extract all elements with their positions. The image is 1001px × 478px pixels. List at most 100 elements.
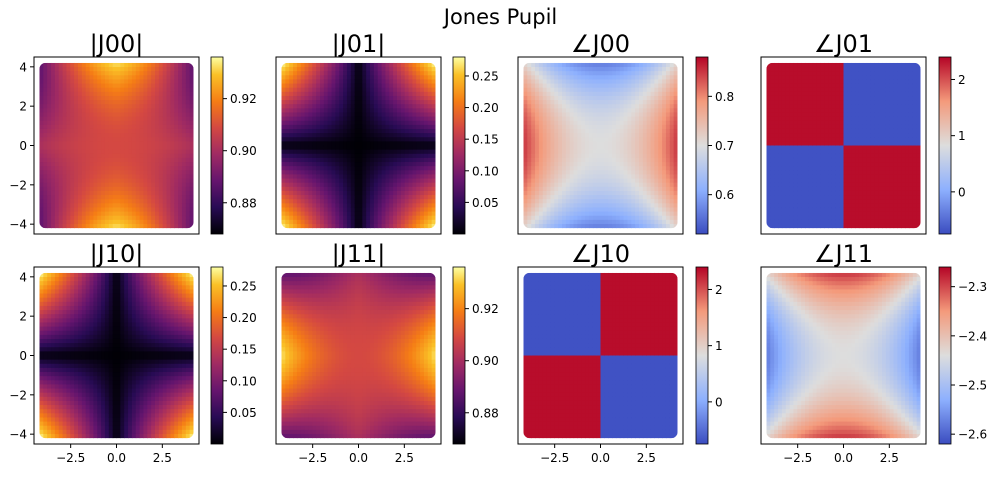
heatmap-cell — [331, 95, 336, 101]
heatmap-cell — [185, 223, 191, 229]
heatmap-cell — [427, 166, 433, 171]
heatmap-cell — [128, 170, 133, 176]
heatmap-cell — [170, 141, 175, 147]
heatmap-cell — [97, 128, 102, 134]
heatmap-cell — [646, 83, 652, 89]
heatmap-cell — [89, 141, 94, 147]
heatmap-cell — [300, 112, 306, 118]
heatmap-cell — [381, 186, 387, 192]
heatmap-cell — [181, 166, 187, 171]
heatmap-cell — [431, 203, 436, 209]
heatmap-cell — [97, 182, 102, 188]
heatmap-cell — [577, 170, 582, 176]
heatmap-cell — [635, 207, 640, 213]
heatmap-cell — [139, 91, 145, 97]
heatmap-cell — [373, 215, 379, 221]
heatmap-cell — [665, 207, 671, 213]
heatmap-cell — [78, 186, 83, 192]
heatmap-cell — [562, 178, 567, 184]
heatmap-cell — [665, 112, 671, 118]
heatmap-cell — [128, 95, 133, 101]
heatmap-cell — [427, 211, 433, 217]
heatmap-cell — [166, 149, 171, 155]
heatmap-cell — [316, 211, 321, 217]
heatmap-cell — [612, 207, 617, 213]
heatmap-cell — [612, 108, 617, 114]
heatmap-cell — [185, 166, 191, 171]
heatmap-cell — [316, 186, 321, 192]
heatmap-cell — [431, 211, 436, 217]
heatmap-cell — [289, 223, 294, 229]
heatmap-cell — [642, 182, 648, 188]
heatmap-cell — [116, 178, 121, 184]
heatmap-cell — [362, 108, 367, 114]
heatmap-cell — [327, 133, 333, 138]
heatmap-cell — [58, 203, 64, 209]
heatmap-cell — [304, 182, 310, 188]
heatmap-cell — [120, 137, 125, 142]
heatmap-cell — [320, 162, 325, 167]
heatmap-cell — [174, 207, 179, 213]
heatmap-cell — [639, 124, 644, 130]
heatmap-cell — [531, 211, 536, 217]
heatmap-cell — [558, 108, 563, 114]
heatmap-cell — [139, 62, 145, 68]
heatmap-cell — [431, 128, 436, 134]
heatmap-cell — [108, 133, 114, 138]
heatmap-cell — [639, 95, 644, 101]
heatmap-cell — [78, 182, 83, 188]
heatmap-cell — [335, 83, 340, 89]
heatmap-cell — [408, 178, 413, 184]
heatmap-cell — [778, 149, 783, 155]
heatmap-cell — [128, 137, 133, 142]
heatmap-cell — [101, 128, 106, 134]
heatmap-cell — [346, 91, 352, 97]
heatmap-cell — [373, 211, 379, 217]
heatmap-cell — [135, 162, 141, 167]
heatmap-cell — [350, 91, 356, 97]
heatmap-cell — [642, 195, 648, 200]
heatmap-cell — [766, 128, 771, 134]
heatmap-cell — [523, 186, 528, 192]
heatmap-cell — [592, 137, 598, 142]
heatmap-cell — [400, 120, 406, 126]
heatmap-cell — [400, 223, 406, 229]
heatmap-cell — [320, 91, 325, 97]
heatmap-cell — [281, 124, 286, 130]
heatmap-cell — [635, 195, 640, 200]
heatmap-cell — [139, 108, 145, 114]
heatmap-cell — [101, 195, 106, 200]
heatmap-cell — [158, 199, 164, 204]
heatmap-cell — [774, 108, 779, 114]
heatmap-cell — [304, 215, 310, 221]
heatmap-cell — [581, 203, 586, 209]
heatmap-cell — [562, 153, 567, 159]
heatmap-cell — [665, 215, 671, 221]
heatmap-cell — [585, 124, 590, 130]
heatmap-cell — [542, 133, 548, 138]
heatmap-cell — [358, 112, 363, 118]
heatmap-cell — [181, 149, 187, 155]
heatmap-cell — [623, 71, 629, 76]
heatmap-cell — [158, 166, 164, 171]
heatmap-cell — [128, 203, 133, 209]
heatmap-cell — [70, 141, 75, 147]
heatmap-cell — [615, 162, 621, 167]
heatmap-cell — [289, 116, 294, 122]
heatmap-cell — [78, 87, 83, 93]
heatmap-cell — [339, 170, 344, 176]
heatmap-cell — [358, 95, 363, 101]
heatmap-cell — [362, 219, 367, 225]
heatmap-cell — [54, 186, 60, 192]
heatmap-cell — [527, 207, 532, 213]
heatmap-cell — [404, 190, 410, 196]
heatmap-cell — [124, 95, 129, 101]
heatmap-cell — [627, 100, 632, 105]
heatmap-cell — [393, 83, 398, 89]
heatmap-cell — [339, 91, 344, 97]
heatmap-cell — [135, 116, 141, 122]
heatmap-cell — [285, 79, 290, 85]
heatmap-cell — [639, 75, 644, 81]
heatmap-cell — [189, 157, 194, 163]
heatmap-cell — [89, 145, 94, 151]
